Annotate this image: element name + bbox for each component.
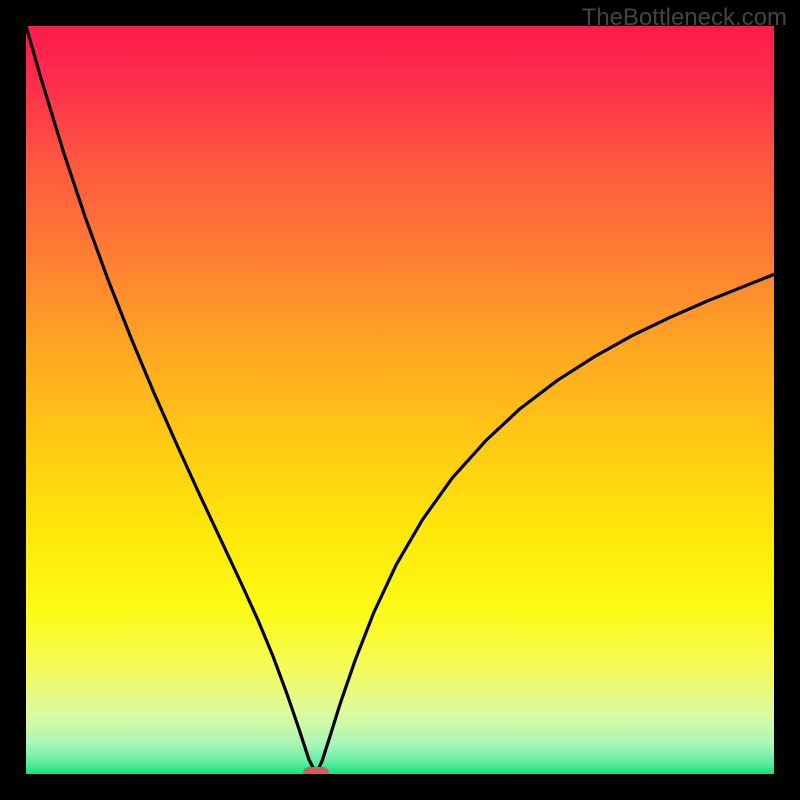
watermark-text: TheBottleneck.com bbox=[582, 4, 787, 32]
plot-area bbox=[26, 26, 774, 774]
bottleneck-curve bbox=[26, 26, 774, 774]
optimum-marker bbox=[303, 767, 329, 775]
chart-container: TheBottleneck.com bbox=[0, 0, 800, 800]
